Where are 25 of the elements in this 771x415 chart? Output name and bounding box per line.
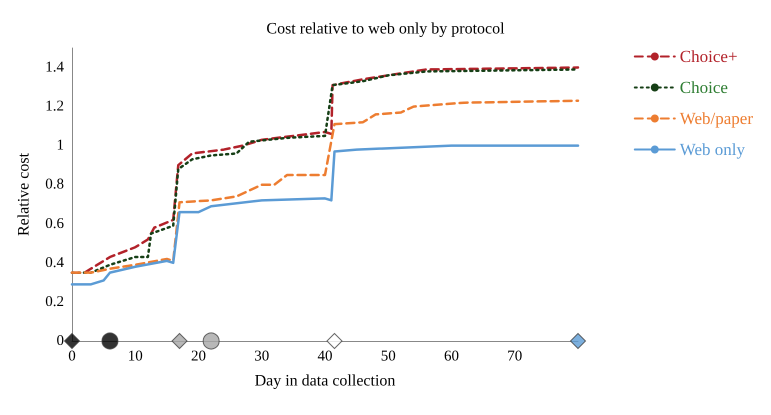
line-series (70, 144, 580, 286)
x-tick-label: 30 (254, 348, 270, 364)
x-tick-label: 10 (128, 348, 143, 364)
x-tick-label: 40 (318, 348, 332, 364)
x-tick-label: 50 (380, 348, 396, 364)
legend-label: Choice+ (680, 47, 738, 66)
y-tick-label: 1.4 (45, 60, 64, 76)
line-series (70, 99, 580, 274)
y-axis-title: Relative cost (16, 152, 32, 236)
x-tick-label: 70 (507, 348, 522, 364)
y-tick-label: 0.8 (45, 176, 64, 193)
legend-label: Web/paper (680, 109, 754, 128)
legend-label: Choice (680, 78, 728, 97)
y-tick-label: 0.4 (45, 254, 64, 271)
x-axis-title: Day in data collection (254, 372, 396, 390)
y-tick-label: 1.2 (45, 98, 64, 115)
y-tick-label: 1 (56, 138, 64, 154)
y-tick-label: 0.6 (45, 216, 64, 232)
legend-label: Web only (680, 140, 746, 159)
x-tick-label: 60 (444, 348, 459, 364)
x-tick-label: 0 (68, 348, 76, 364)
x-tick-label: 20 (191, 348, 206, 364)
y-tick-label: 0 (56, 333, 64, 349)
chart-title: Cost relative to web only by protocol (266, 20, 506, 38)
y-tick-label: 0.2 (45, 294, 64, 310)
